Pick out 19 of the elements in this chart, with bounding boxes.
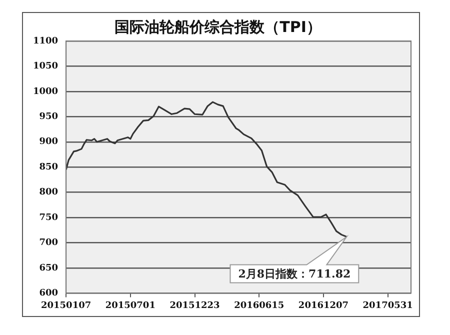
x-tick-label: 20150107 — [40, 300, 92, 311]
annotation: 2月8日指数：711.82 — [238, 268, 351, 281]
x-tick-label: 20160615 — [234, 300, 284, 311]
y-tick-label: 900 — [39, 137, 58, 148]
y-tick-label: 950 — [39, 112, 58, 122]
x-tick-label: 20151223 — [170, 300, 220, 311]
y-tick-label: 850 — [39, 162, 58, 172]
x-tick-label: 20170531 — [362, 300, 413, 311]
chart-title: 国际油轮船价综合指数（TPI） — [114, 18, 322, 36]
y-tick-label: 1000 — [32, 86, 58, 97]
y-tick-label: 700 — [39, 238, 58, 248]
x-tick-label: 20150701 — [105, 300, 156, 311]
y-tick-label: 1050 — [32, 62, 58, 72]
y-tick-label: 750 — [39, 212, 58, 223]
y-tick-label: 1100 — [32, 36, 58, 46]
y-tick-label: 800 — [39, 188, 58, 198]
x-tick-label: 20161207 — [298, 300, 349, 311]
y-tick-label: 650 — [39, 263, 58, 274]
y-tick-label: 600 — [39, 288, 58, 299]
